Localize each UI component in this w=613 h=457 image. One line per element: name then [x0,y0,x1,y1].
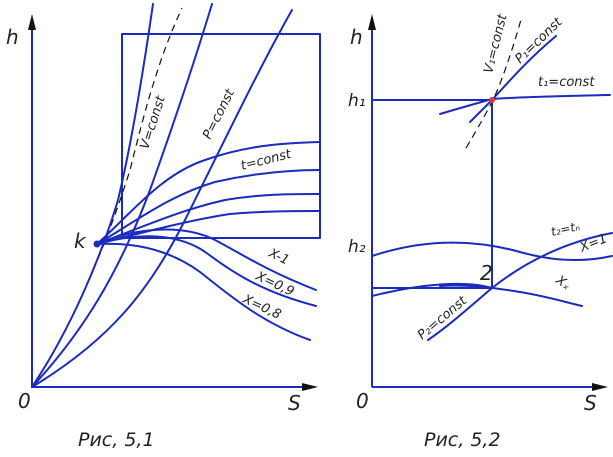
saturation-curve-x1 [96,228,317,291]
p2-const-label: P₂=const [415,293,471,343]
figure-5-2: h S 0 h₁ h₂ V₁=const P₁=const t₁=const t… [348,12,613,451]
isotherm-2 [96,169,321,245]
critical-point-k [93,240,101,248]
h-axis-arrow-right [368,14,376,30]
isotherm-4 [96,210,321,245]
frame-rectangle-left [121,33,321,239]
t1-const-label: t₁=const [538,75,595,90]
xx-label: Xₓ [552,272,574,293]
point-k-label: k [74,229,87,253]
isotherm-top [96,141,321,245]
dryness-curve-xx [439,284,583,307]
p-const-label-left: P=const [200,86,238,142]
s-axis-arrow-left [302,383,318,391]
s-axis-arrow-right [592,383,608,391]
curve-steep-2 [31,3,213,388]
h-axis-label-left: h [6,25,19,49]
state-point-1 [489,97,495,103]
h1-label: h₁ [348,91,366,111]
caption-fig-5-1: Рис, 5,1 [78,429,155,451]
x09-label: X=0,9 [252,269,296,300]
t1-const-curve [439,94,611,115]
figure-5-1: h S 0 k V=const P=const t=const X-1 X=0,… [6,3,321,451]
caption-fig-5-2: Рис, 5,2 [424,429,501,451]
x1-label-left: X-1 [265,246,291,269]
p2-const-curve [427,287,493,341]
p-const-curve-left [31,9,293,388]
t-const-label-left: t=const [239,147,293,174]
v1-const-label: V₁=const [481,12,510,75]
s-axis-label-left: S [288,391,301,415]
curve-steep-1 [31,3,154,388]
isotherm-3 [96,193,321,245]
t2-label: t₂=tₙ [550,219,582,239]
h-axis-arrow-left [28,14,36,30]
dryness-curve-x09 [96,235,317,307]
origin-label-right: 0 [356,389,369,413]
x08-label: X=0,8 [239,292,283,323]
x1-label-right: X=1 [577,231,610,256]
h-axis-label-right: h [350,25,363,49]
v-const-label-left: V=const [138,93,170,151]
h2-label: h₂ [348,237,366,257]
s-axis-label-right: S [584,391,597,415]
origin-label-left: 0 [18,389,31,413]
state-point-2-label: 2 [480,261,493,285]
saturation-curve-x1-right [371,241,613,262]
dryness-curve-x08 [96,242,311,341]
